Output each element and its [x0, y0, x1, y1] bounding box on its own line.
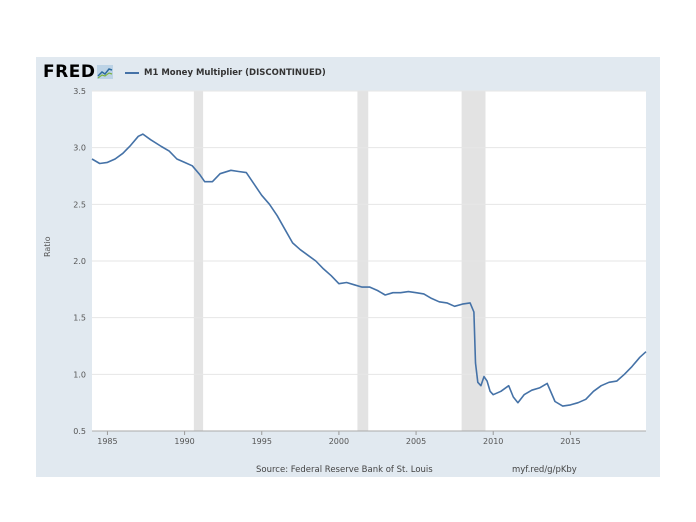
chart-card: FRED M1 Money Multiplier (DISCONTINUED) … — [36, 57, 660, 477]
y-tick-label: 0.5 — [73, 427, 86, 436]
y-tick-label: 2.5 — [73, 200, 86, 209]
y-tick-label: 1.5 — [73, 314, 86, 323]
y-tick-label: 2.0 — [73, 257, 86, 266]
x-tick-label: 2015 — [560, 437, 580, 446]
legend-swatch — [125, 72, 139, 74]
y-tick-label: 3.0 — [73, 144, 86, 153]
short-link[interactable]: myf.red/g/pKby — [512, 465, 577, 475]
fred-logo-chart-icon — [97, 65, 114, 79]
x-tick-label: 1990 — [174, 437, 194, 446]
legend-label: M1 Money Multiplier (DISCONTINUED) — [144, 68, 326, 78]
x-tick-label: 2000 — [329, 437, 349, 446]
fred-logo-text: FRED — [43, 62, 96, 82]
x-tick-label: 1995 — [252, 437, 272, 446]
source-note: Source: Federal Reserve Bank of St. Loui… — [256, 465, 433, 475]
x-tick-label: 1985 — [97, 437, 117, 446]
plot-area: 0.5 1.0 1.5 2.0 2.5 3.0 3.5 1985 1990 1995 2000 200… — [73, 87, 647, 446]
x-tick-label: 2005 — [406, 437, 426, 446]
fred-logo[interactable]: FRED — [43, 62, 114, 82]
x-tick-label: 2010 — [483, 437, 503, 446]
y-axis-label: Ratio — [43, 236, 52, 257]
series-line-1[interactable] — [91, 133, 647, 407]
y-tick-label: 1.0 — [73, 370, 86, 379]
legend[interactable]: M1 Money Multiplier (DISCONTINUED) — [125, 66, 326, 80]
y-tick-label: 3.5 — [73, 87, 86, 96]
line-chart: 0.5 1.0 1.5 2.0 2.5 3.0 3.5 1985 1990 1995 2000 200… — [73, 87, 647, 446]
